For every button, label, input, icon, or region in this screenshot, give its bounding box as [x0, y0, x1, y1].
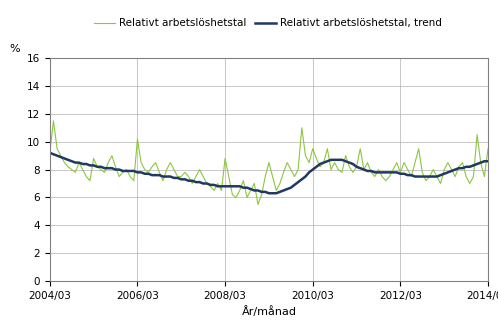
Line: Relativt arbetslöshetstal: Relativt arbetslöshetstal [50, 121, 488, 204]
Relativt arbetslöshetstal, trend [324, 159, 330, 163]
Relativt arbetslöshetstal, trend [149, 173, 155, 177]
Relativt arbetslöshetstal, trend [485, 159, 491, 163]
Relativt arbetslöshetstal [255, 203, 261, 206]
Relativt arbetslöshetstal [328, 168, 334, 172]
Relativt arbetslöshetstal [47, 151, 53, 155]
Relativt arbetslöshetstal, trend [47, 151, 53, 155]
Relativt arbetslöshetstal [94, 165, 100, 169]
Relativt arbetslöshetstal [350, 171, 356, 174]
Relativt arbetslöshetstal, trend [91, 163, 97, 167]
Relativt arbetslöshetstal [153, 161, 159, 164]
Y-axis label: %: % [9, 44, 20, 54]
Relativt arbetslöshetstal, trend [460, 166, 466, 170]
Relativt arbetslöshetstal, trend [233, 184, 239, 188]
Relativt arbetslöshetstal [485, 147, 491, 151]
X-axis label: År/månad: År/månad [242, 306, 296, 317]
Relativt arbetslöshetstal, trend [266, 191, 272, 195]
Relativt arbetslöshetstal [50, 119, 56, 123]
Relativt arbetslöshetstal, trend [346, 161, 352, 164]
Relativt arbetslöshetstal [237, 189, 243, 193]
Relativt arbetslöshetstal [463, 175, 469, 179]
Line: Relativt arbetslöshetstal, trend: Relativt arbetslöshetstal, trend [50, 153, 488, 193]
Legend: Relativt arbetslöshetstal, Relativt arbetslöshetstal, trend: Relativt arbetslöshetstal, Relativt arbe… [90, 14, 446, 33]
